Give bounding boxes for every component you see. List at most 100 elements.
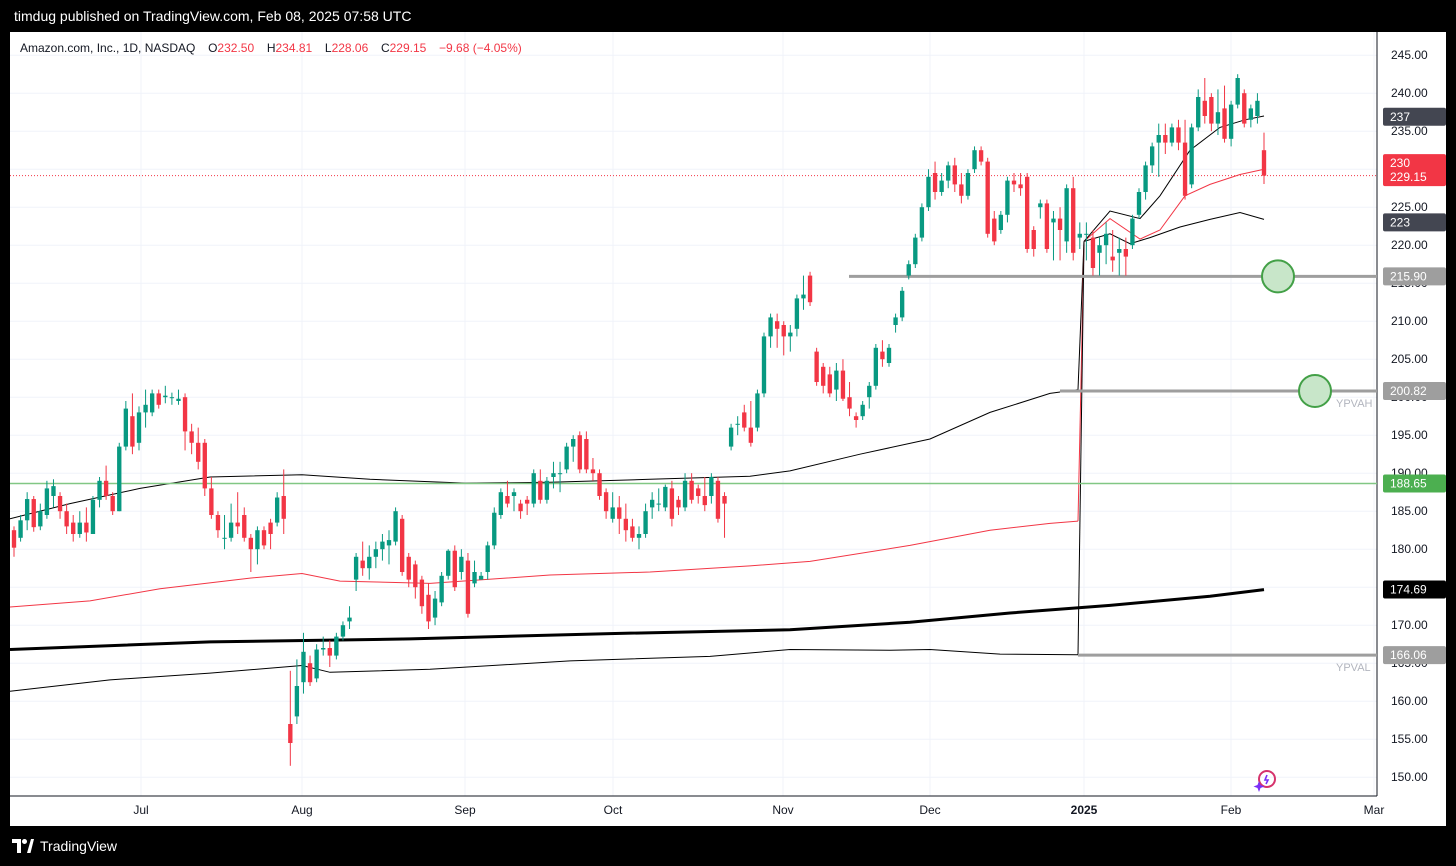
candle-body: [1235, 78, 1240, 105]
candle-body: [202, 442, 207, 489]
x-tick-label: Sep: [454, 803, 476, 817]
sparkle-assistant-icon[interactable]: [1252, 768, 1278, 794]
candle-body: [228, 522, 234, 538]
candle-body: [360, 560, 365, 569]
candle-body: [235, 522, 240, 527]
candle-body: [538, 480, 543, 500]
candle-body: [156, 393, 161, 405]
ma-short-badge: 237: [1390, 110, 1410, 124]
level-badge-bg: [1383, 267, 1446, 286]
candle-body: [261, 530, 267, 546]
candle-body: [1136, 192, 1142, 215]
last-price-badge-bg: [1383, 168, 1446, 187]
candle-body: [972, 150, 977, 170]
candle-body: [492, 512, 497, 546]
candle-body: [1182, 142, 1188, 196]
candle-body: [196, 442, 201, 462]
chart-panel[interactable]: 150.00155.00160.00165.00170.00175.00180.…: [10, 32, 1446, 826]
candle-body: [946, 165, 951, 181]
candle-body: [97, 480, 102, 500]
x-tick-label: Jul: [133, 803, 148, 817]
publisher-text: timdug published on TradingView.com, Feb…: [14, 8, 412, 24]
level-badge: 188.65: [1390, 476, 1427, 490]
candle-body: [38, 511, 43, 527]
candle-body: [1222, 108, 1227, 139]
candle-body: [781, 325, 786, 337]
ma-short-badge-bg: [1383, 107, 1446, 126]
candle-body: [314, 649, 319, 679]
y-tick-label: 220.00: [1391, 238, 1428, 252]
candle-body: [307, 663, 313, 683]
candle-body: [380, 541, 385, 550]
candle-body: [827, 374, 832, 394]
candle-body: [1163, 135, 1168, 143]
candle-body: [386, 540, 392, 546]
candle-body: [1077, 233, 1082, 238]
candle-body: [452, 550, 457, 588]
candle-body: [867, 385, 872, 398]
candle-body: [531, 473, 536, 504]
candle-body: [51, 486, 56, 496]
candle-body: [788, 332, 793, 337]
anchored-vwap-red: [10, 520, 1079, 608]
candle-body: [886, 347, 892, 363]
candle-body: [18, 520, 23, 538]
candle-body: [399, 518, 405, 572]
ma-long-line: [1083, 211, 1265, 245]
price-chart[interactable]: 150.00155.00160.00165.00170.00175.00180.…: [10, 32, 1446, 826]
level-badge-bg: [1383, 474, 1446, 493]
x-tick-label: Nov: [772, 803, 793, 817]
candle-body: [11, 530, 17, 548]
ma-short-line: [1083, 115, 1265, 242]
candle-body: [268, 522, 273, 534]
candle-body: [669, 488, 675, 519]
candle-body: [347, 617, 352, 622]
candle-body: [860, 404, 865, 417]
candle-body: [459, 556, 464, 572]
candle-body: [64, 511, 69, 527]
candle-body: [1242, 93, 1247, 124]
candle-body: [1202, 100, 1207, 116]
candle-body: [77, 522, 82, 534]
candle-body: [564, 446, 569, 470]
tradingview-logo[interactable]: TradingView: [12, 837, 117, 855]
candle-body: [90, 499, 96, 534]
candle-body: [511, 492, 517, 496]
candle-body: [1024, 176, 1030, 249]
candle-body: [748, 427, 754, 443]
candle-body: [215, 515, 221, 531]
candle-body: [801, 294, 806, 299]
candle-body: [84, 522, 89, 533]
candle-body: [426, 594, 431, 622]
anchored-vwap-upper: [10, 389, 1079, 520]
target-circle-marker: [1261, 259, 1295, 294]
level-badge: 215.90: [1390, 269, 1427, 283]
y-tick-label: 155.00: [1391, 732, 1428, 746]
candle-body: [761, 336, 767, 394]
level-tag-label: YPVAL: [1336, 662, 1371, 674]
candle-body: [31, 499, 36, 528]
candle-body: [406, 556, 411, 580]
publisher-bar: timdug published on TradingView.com, Feb…: [0, 0, 1456, 32]
candle-body: [649, 499, 655, 508]
ma-long-badge-bg: [1383, 213, 1446, 232]
level-badge: 166.06: [1390, 648, 1427, 662]
candle-body: [222, 537, 227, 539]
candle-body: [821, 366, 826, 386]
candle-body: [992, 218, 997, 242]
candle-body: [630, 526, 635, 538]
candle-body: [1209, 97, 1214, 124]
candle-body: [1156, 135, 1161, 143]
candle-body: [1057, 218, 1063, 230]
candle-body: [965, 173, 971, 196]
tradingview-brand: TradingView: [40, 838, 118, 854]
candle-body: [1196, 97, 1201, 128]
candle-body: [715, 480, 721, 519]
high-label: H: [266, 41, 276, 55]
candle-body: [353, 556, 359, 580]
candle-body: [807, 275, 813, 303]
candle-body: [485, 545, 490, 572]
level-badge-bg: [1383, 646, 1446, 665]
candle-body: [1117, 249, 1122, 253]
footer-bar: TradingView: [0, 826, 1456, 866]
